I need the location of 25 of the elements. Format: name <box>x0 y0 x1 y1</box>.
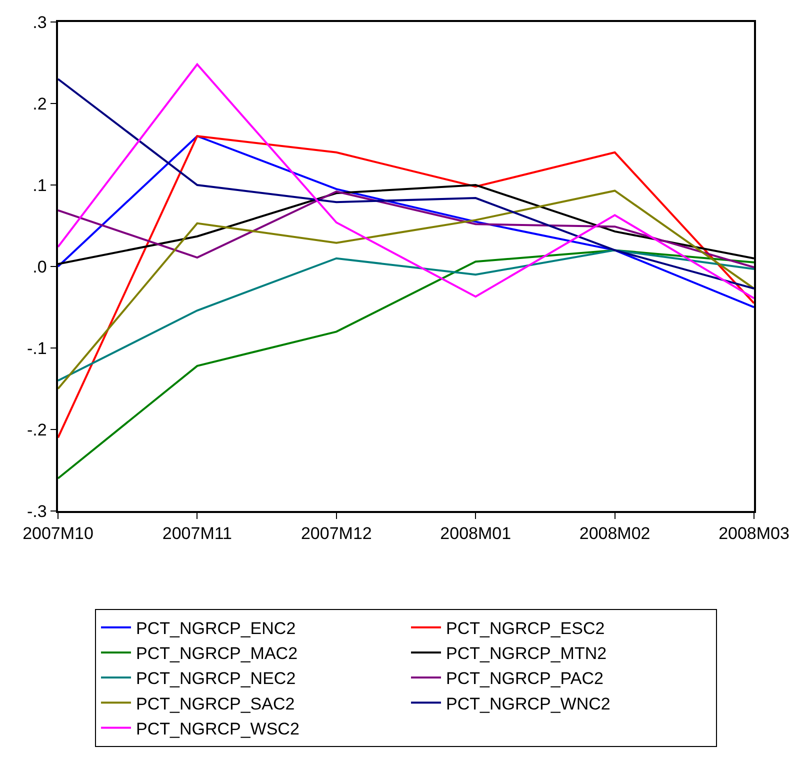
legend-label: PCT_NGRCP_ESC2 <box>446 618 605 638</box>
legend-label: PCT_NGRCP_NEC2 <box>136 669 296 688</box>
x-tick-label: 2008M02 <box>579 524 650 544</box>
legend-label: PCT_NGRCP_PAC2 <box>446 669 604 688</box>
y-tick-label: -.2 <box>27 420 47 440</box>
line-series <box>58 190 754 390</box>
line-series <box>58 249 754 382</box>
legend-label: PCT_NGRCP_ENC2 <box>136 618 296 638</box>
x-tick-label: 2007M12 <box>300 524 372 544</box>
y-tick-label: .1 <box>32 176 47 195</box>
x-tick-label: 2007M11 <box>162 524 232 544</box>
legend-label: PCT_NGRCP_MAC2 <box>136 644 298 664</box>
x-tick-label: 2008M01 <box>440 524 512 544</box>
legend-label: PCT_NGRCP_MTN2 <box>446 644 607 664</box>
y-tick-label: .3 <box>32 12 47 32</box>
x-tick-label: 2007M10 <box>22 524 94 544</box>
legend-label: PCT_NGRCP_WSC2 <box>136 719 300 738</box>
legend-label: PCT_NGRCP_WNC2 <box>446 694 610 714</box>
y-tick-label: -.3 <box>27 502 47 521</box>
x-tick-label: 2008M03 <box>718 524 790 544</box>
y-tick-label: .0 <box>32 257 47 276</box>
y-tick-label: .2 <box>32 94 47 114</box>
y-tick-label: -.1 <box>27 338 47 358</box>
legend-label: PCT_NGRCP_SAC2 <box>136 694 295 714</box>
line-series <box>58 249 754 480</box>
